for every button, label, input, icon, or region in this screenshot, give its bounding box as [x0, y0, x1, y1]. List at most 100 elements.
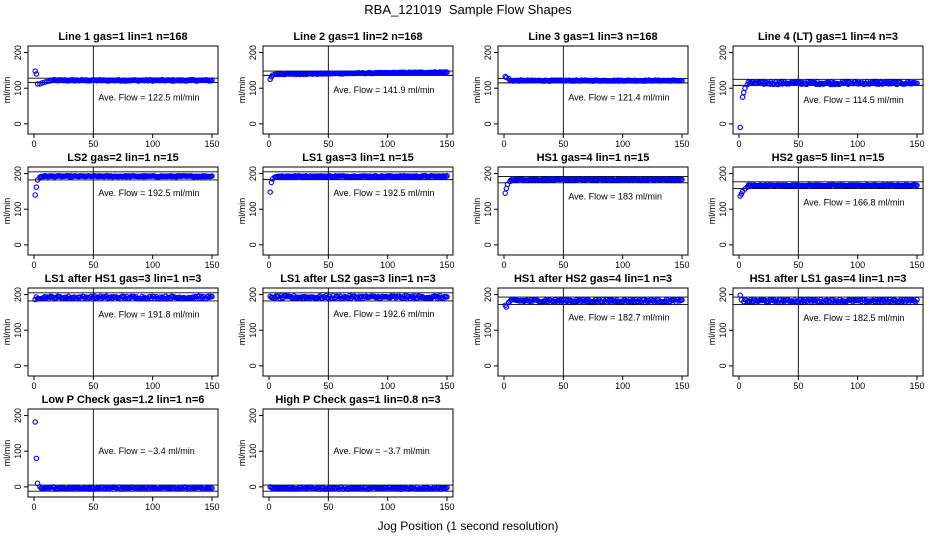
plot-frame: [27, 408, 219, 498]
x-tick-label: 0: [266, 381, 271, 391]
y-tick-label: 0: [248, 121, 258, 126]
x-tick-label: 150: [909, 381, 924, 391]
data-point: [739, 94, 746, 100]
data-point: [33, 455, 40, 462]
data-points: [737, 182, 920, 199]
y-axis: 0 100 200: [13, 166, 28, 247]
y-tick-label: 200: [718, 287, 728, 302]
panel-3: Line 3 gas=1 lin=3 n=168 Ave. Flow = 121.…: [472, 31, 690, 149]
data-point: [913, 299, 919, 305]
x-axis: 0 50 100 150: [501, 134, 690, 149]
data-point: [679, 297, 685, 303]
y-tick-label: 200: [718, 45, 728, 60]
x-tick-label: 100: [145, 502, 160, 512]
data-points: [737, 78, 920, 131]
x-axis: 0 50 100 150: [736, 376, 925, 391]
y-axis-label: ml/min: [2, 77, 12, 104]
plot-frame: [27, 45, 219, 135]
y-axis-label: ml/min: [2, 319, 12, 346]
data-point: [914, 80, 920, 86]
panel-7: HS1 gas=4 lin=1 n=15 Ave. Flow = 183 ml/m…: [472, 152, 690, 270]
x-axis: 0 50 100 150: [736, 255, 925, 270]
figure-title: RBA_121019 Sample Flow Shapes: [364, 2, 572, 17]
data-point: [444, 484, 450, 491]
data-point: [896, 298, 902, 305]
x-tick-label: 50: [793, 381, 803, 391]
y-axis-label: ml/min: [237, 198, 247, 225]
data-point: [46, 78, 53, 84]
x-tick-label: 0: [736, 381, 741, 391]
panel-title: Line 3 gas=1 lin=3 n=168: [528, 31, 657, 43]
panel-title: LS1 gas=3 lin=1 n=15: [302, 152, 414, 164]
data-point: [594, 298, 601, 304]
x-tick-label: 100: [380, 139, 395, 149]
x-tick-label: 100: [145, 381, 160, 391]
x-axis: 0 50 100 150: [736, 134, 925, 149]
data-point: [287, 484, 294, 491]
data-point: [205, 293, 212, 300]
data-point: [41, 79, 48, 85]
data-point: [444, 69, 450, 75]
y-tick-label: 100: [483, 81, 493, 96]
data-point: [553, 298, 559, 305]
y-axis: 0 100 200: [718, 287, 733, 368]
y-tick-label: 200: [248, 166, 258, 181]
data-points: [32, 172, 215, 198]
y-tick-label: 0: [248, 363, 258, 368]
x-tick-label: 150: [204, 381, 219, 391]
y-tick-label: 0: [718, 363, 728, 368]
data-point: [591, 298, 597, 304]
plot-frame: [732, 45, 924, 135]
data-point: [32, 419, 38, 425]
y-axis-label: ml/min: [472, 198, 482, 225]
x-tick-label: 100: [380, 502, 395, 512]
x-axis: 0 50 100 150: [266, 134, 455, 149]
data-point: [33, 71, 40, 77]
x-tick-label: 150: [674, 260, 689, 270]
data-points: [32, 68, 215, 87]
data-point: [819, 298, 825, 305]
y-axis: 0 100 200: [483, 45, 498, 126]
y-tick-label: 0: [13, 484, 23, 489]
average-flow-annotation: Ave. Flow = 141.9 ml/min: [333, 85, 434, 95]
x-tick-label: 50: [88, 381, 98, 391]
x-axis: 0 50 100 150: [31, 497, 220, 512]
y-tick-label: 0: [248, 484, 258, 489]
average-flow-annotation: Ave. Flow = −3.4 ml/min: [98, 446, 194, 456]
y-tick-label: 200: [718, 166, 728, 181]
y-tick-label: 100: [718, 202, 728, 217]
data-point: [881, 297, 887, 303]
average-flow-annotation: Ave. Flow = 166.8 ml/min: [803, 197, 904, 207]
x-tick-label: 0: [266, 139, 271, 149]
x-tick-label: 50: [558, 381, 568, 391]
data-point: [209, 485, 215, 492]
average-flow-annotation: Ave. Flow = 182.5 ml/min: [803, 313, 904, 323]
y-axis: 0 100 200: [13, 408, 28, 489]
data-point: [808, 79, 815, 85]
figure-x-axis-label: Jog Position (1 second resolution): [377, 519, 559, 533]
x-axis: 0 50 100 150: [266, 497, 455, 512]
x-tick-label: 50: [88, 139, 98, 149]
x-tick-label: 0: [736, 139, 741, 149]
y-axis: 0 100 200: [483, 287, 498, 368]
x-axis: 0 50 100 150: [266, 376, 455, 391]
data-point: [209, 293, 215, 300]
data-point: [395, 486, 402, 492]
y-axis: 0 100 200: [248, 166, 263, 247]
y-tick-label: 0: [13, 121, 23, 126]
data-point: [435, 294, 442, 300]
x-axis: 0 50 100 150: [501, 376, 690, 391]
x-tick-label: 150: [674, 381, 689, 391]
x-tick-label: 100: [850, 381, 865, 391]
data-point: [209, 77, 215, 83]
x-tick-label: 150: [439, 502, 454, 512]
average-flow-annotation: Ave. Flow = −3.7 ml/min: [333, 446, 429, 456]
panel-title: Low P Check gas=1.2 lin=1 n=6: [42, 394, 205, 406]
data-point: [914, 182, 920, 189]
y-axis: 0 100 200: [718, 45, 733, 126]
data-point: [914, 296, 920, 303]
y-tick-label: 0: [13, 363, 23, 368]
data-points: [32, 419, 215, 492]
y-axis-label: ml/min: [707, 77, 717, 104]
